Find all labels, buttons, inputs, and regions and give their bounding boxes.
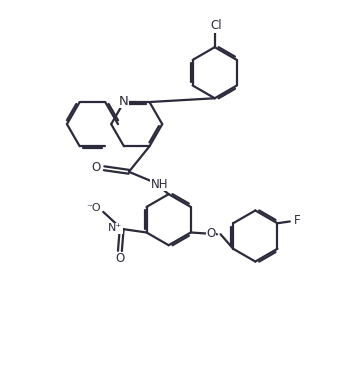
Text: N⁺: N⁺: [108, 223, 122, 233]
Text: F: F: [294, 214, 301, 227]
Text: Cl: Cl: [210, 20, 222, 32]
Text: ⁻O: ⁻O: [86, 203, 100, 213]
Text: N: N: [118, 95, 128, 108]
Text: O: O: [206, 227, 215, 240]
Text: O: O: [92, 161, 101, 174]
Text: NH: NH: [151, 178, 169, 191]
Text: O: O: [115, 252, 125, 265]
